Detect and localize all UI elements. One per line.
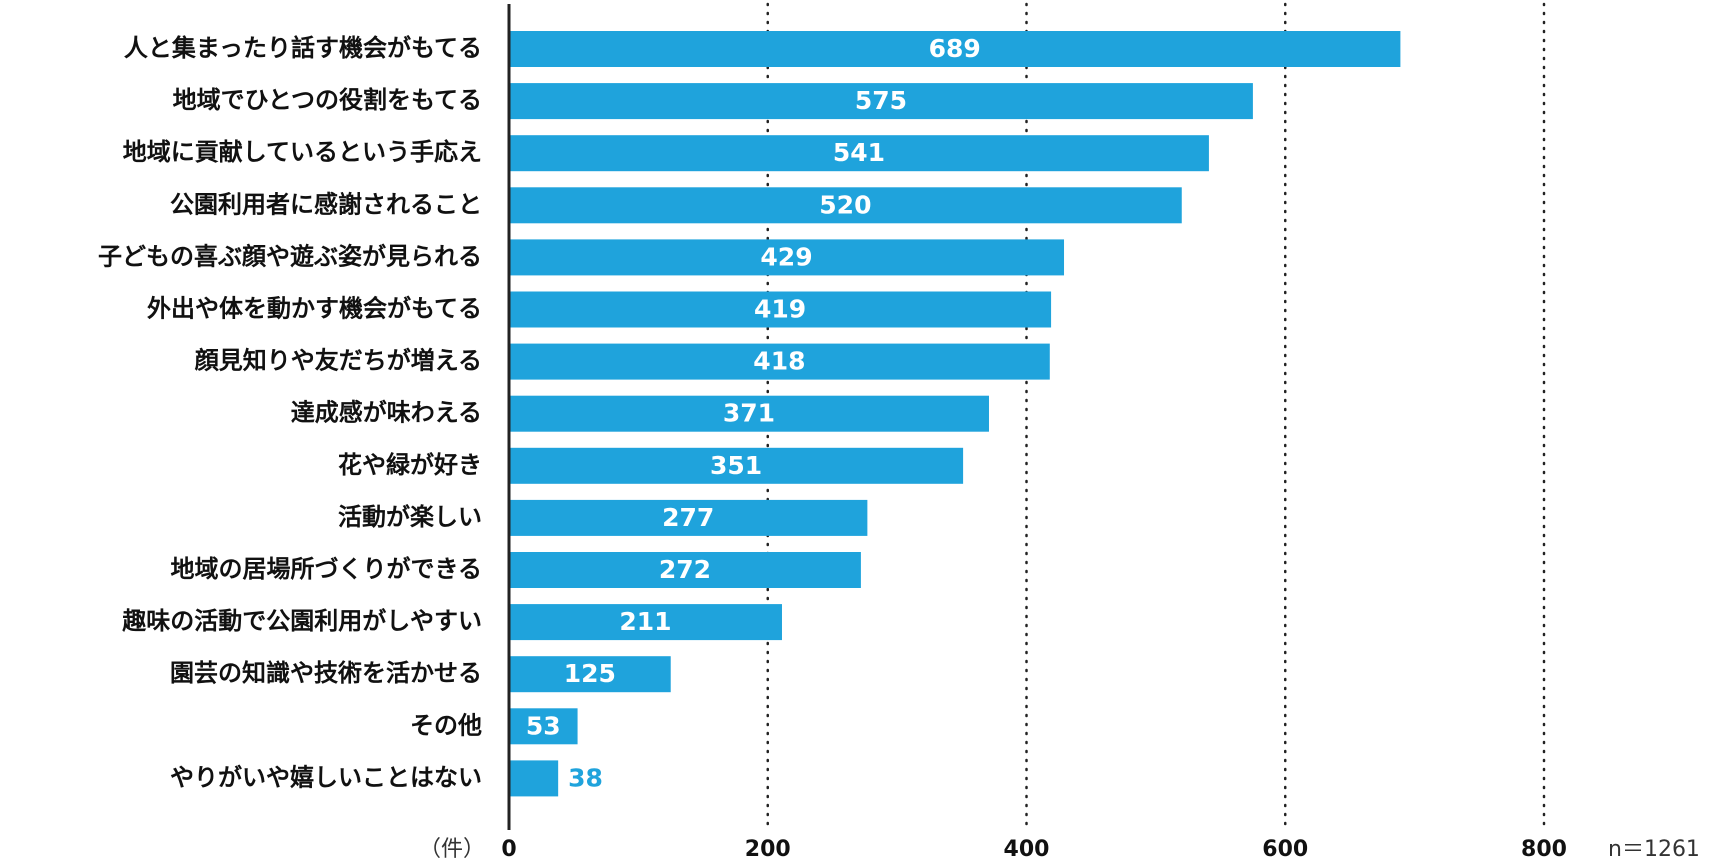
y-tick-label: 地域に貢献しているという手応え [123,138,482,166]
value-label: 272 [659,555,711,584]
value-label: 689 [929,34,981,63]
value-label: 575 [855,86,907,115]
y-tick-label: 地域でひとつの役割をもてる [173,86,482,114]
bar [509,708,578,745]
value-label: 520 [819,190,871,219]
value-label: 38 [568,763,603,792]
value-label: 211 [619,607,671,636]
bar [509,760,559,797]
y-tick-label: 達成感が味わえる [291,399,482,427]
value-label: 53 [526,711,561,740]
bar [509,552,861,588]
y-tick-label: 花や緑が好き [338,451,482,479]
y-tick-label: 活動が楽しい [338,503,482,531]
value-label: 541 [833,138,885,167]
x-tick-label: 400 [1004,837,1050,860]
x-tick-label: 200 [745,837,791,860]
y-tick-label: 公園利用者に感謝されること [170,190,482,218]
y-tick-label: 趣味の活動で公園利用がしやすい [121,607,482,635]
bar [509,656,671,693]
y-tick-label: 地域の居場所づくりができる [170,555,482,583]
value-label: 371 [723,399,775,428]
bar [509,83,1253,120]
bar [509,499,868,536]
sample-note: n＝1261 [1608,837,1700,860]
x-tick-label: 0 [501,837,516,860]
value-label: 418 [753,347,805,376]
bar [509,187,1182,224]
bar [509,395,989,432]
unit-label: （件） [419,837,485,860]
bar [509,291,1052,328]
value-label: 429 [760,242,812,271]
y-tick-label: 外出や体を動かす機会がもてる [147,295,482,323]
value-label: 125 [564,659,616,688]
y-tick-label: その他 [410,711,482,739]
y-tick-label: 子どもの喜ぶ顔や遊ぶ姿が見られる [98,242,482,270]
y-tick-label: 人と集まったり話す機会がもてる [124,34,482,62]
bar [509,239,1065,276]
value-label: 277 [662,503,714,532]
bar [509,135,1209,172]
bar [509,447,964,484]
bar [509,604,782,641]
bar [509,343,1050,380]
value-label: 419 [754,295,806,324]
bar [509,31,1401,67]
y-tick-label: 園芸の知識や技術を活かせる [170,659,482,687]
x-tick-label: 800 [1521,837,1567,860]
value-label: 351 [710,451,762,480]
y-tick-label: 顔見知りや友だちが増える [194,347,482,375]
y-tick-label: やりがいや嬉しいことはない [170,763,482,791]
x-tick-label: 600 [1262,837,1308,860]
